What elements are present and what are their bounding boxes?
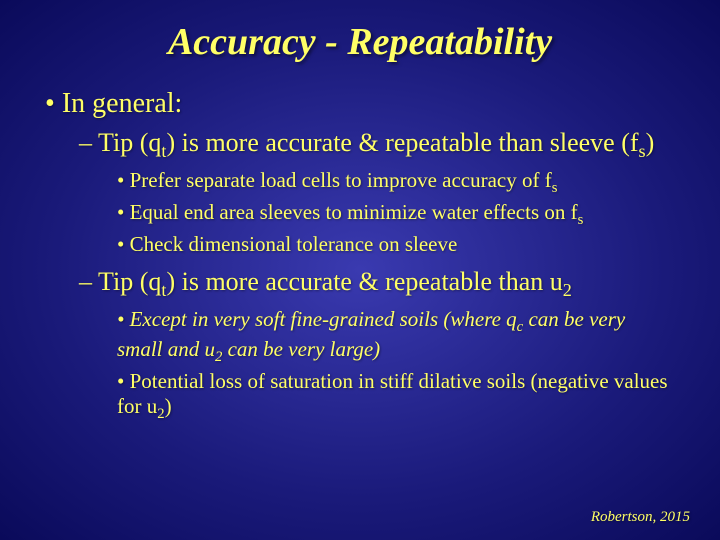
bullet-level3-italic: Except in very soft fine-grained soils (…	[117, 307, 675, 367]
text-segment: Potential loss of saturation in stiff di…	[117, 369, 668, 418]
bullet-level2: Tip (qt) is more accurate & repeatable t…	[79, 267, 675, 301]
level1-text: In general:	[62, 88, 183, 119]
subscript: 2	[563, 280, 572, 300]
subscript: s	[578, 212, 584, 228]
bullet-marker	[117, 232, 130, 256]
bullet-level3: Check dimensional tolerance on sleeve	[117, 232, 675, 257]
text-segment: Except in very soft fine-grained soils (…	[130, 307, 517, 331]
bullet-level1: In general:	[45, 88, 675, 120]
bullet-marker	[117, 369, 130, 393]
text-segment: Equal end area sleeves to minimize water…	[130, 200, 578, 224]
bullet-marker	[117, 307, 130, 331]
bullet-marker	[117, 168, 130, 192]
text-segment: Tip (q	[98, 128, 161, 157]
citation: Robertson, 2015	[591, 509, 690, 526]
bullet-level2: Tip (qt) is more accurate & repeatable t…	[79, 128, 675, 162]
subscript: s	[552, 180, 558, 196]
subscript: 2	[157, 406, 164, 422]
text-segment: ) is more accurate & repeatable than u	[166, 267, 562, 296]
text-segment: ) is more accurate & repeatable than sle…	[166, 128, 638, 157]
text-segment: Check dimensional tolerance on sleeve	[130, 232, 458, 256]
text-segment: Prefer separate load cells to improve ac…	[130, 168, 552, 192]
text-segment: can be very large)	[222, 337, 380, 361]
text-segment: Tip (q	[98, 267, 161, 296]
slide-title: Accuracy - Repeatability	[45, 20, 675, 64]
bullet-level3: Prefer separate load cells to improve ac…	[117, 168, 675, 198]
subscript: s	[639, 141, 646, 161]
bullet-marker	[79, 128, 98, 157]
bullet-marker	[45, 88, 62, 119]
text-segment: )	[165, 394, 172, 418]
bullet-marker	[117, 200, 130, 224]
bullet-marker	[79, 267, 98, 296]
spacer	[45, 259, 675, 267]
text-segment: )	[646, 128, 655, 157]
bullet-level3: Equal end area sleeves to minimize water…	[117, 200, 675, 230]
bullet-level3: Potential loss of saturation in stiff di…	[117, 369, 675, 424]
